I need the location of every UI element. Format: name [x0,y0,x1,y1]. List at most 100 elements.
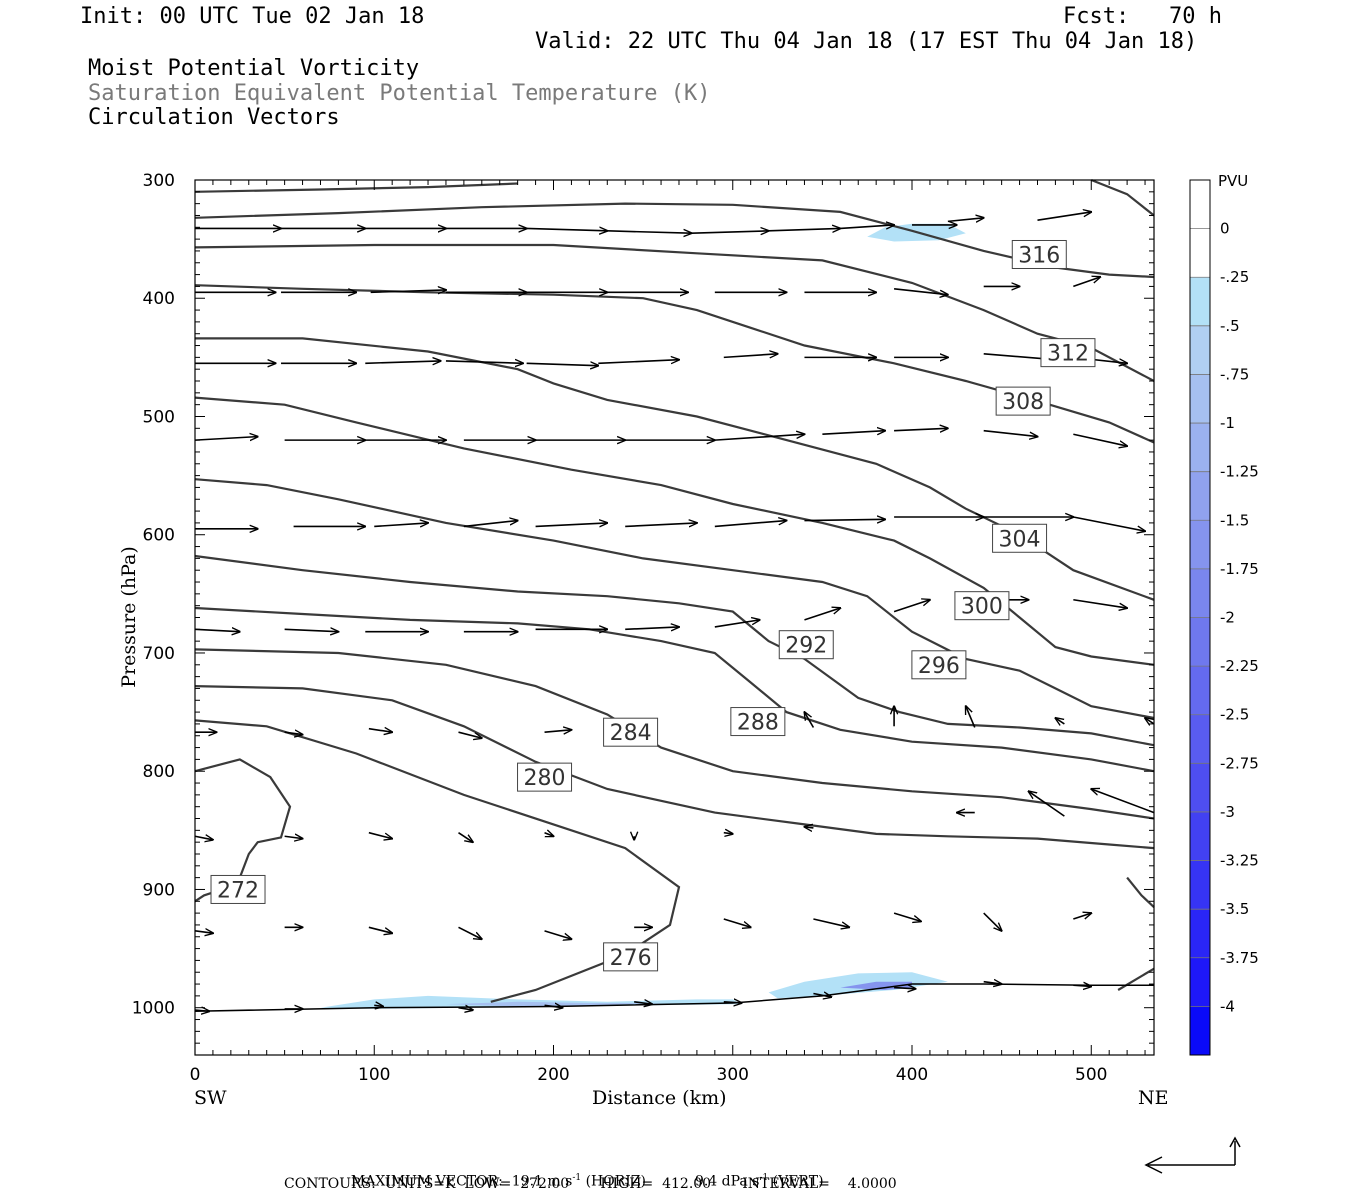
circulation-vector [804,712,815,728]
colorbar-segment [1190,520,1210,570]
contour-label-box [603,717,659,747]
colorbar-segment [1190,860,1210,910]
max-vert-unit: -1 [759,1173,769,1183]
circulation-vector [458,926,482,939]
circulation-vector [598,360,679,364]
colorbar-tick-label: -2.75 [1220,754,1259,772]
circulation-vector [813,994,831,998]
colorbar-tick-label: -2.25 [1220,657,1259,675]
circulation-vector [544,833,554,837]
circulation-vector [625,523,697,527]
contour-label-box [1040,338,1096,368]
y-tick-label: 800 [143,762,175,782]
y-tick-label: 1000 [132,999,175,1019]
colorbar-tick-label: -3 [1220,803,1235,821]
pv-shading-area [445,1001,662,1007]
circulation-vector [544,930,572,939]
colorbar-title: PVU [1218,172,1248,190]
plot-frame [194,179,1155,1056]
colorbar-tick-label: -4 [1220,997,1235,1015]
circulation-vector [893,287,948,295]
circulation-vector [1073,516,1145,531]
x-tick-label: 100 [358,1065,390,1085]
max-horiz-value: 19.1 m s [511,1173,573,1190]
circulation-vector [983,429,1038,437]
circulation-vector [368,831,392,839]
theta-es-contour-296 [194,478,1155,720]
circulation-vector [194,629,240,631]
circulation-vector [370,290,446,292]
circulation-vector [822,431,885,435]
colorbar-tick-label: -.25 [1220,268,1249,286]
contour-label-box [517,762,573,792]
contours-info: CONTOURS: UNITS=K LOW= 272.00 HIGH= 412.… [284,1176,897,1192]
circulation-vector [983,982,1002,984]
circulation-vector [284,732,303,734]
contour-label: 308 [1002,390,1044,415]
circulation-vector [894,988,916,989]
contour-label: 304 [999,527,1041,552]
contour-label: 284 [610,721,652,746]
y-tick-label: 700 [143,644,175,664]
circulation-vector [1073,913,1091,920]
contour-label-box [730,707,786,737]
contour-label-box [1011,239,1067,269]
colorbar-tick-label: -3.75 [1220,949,1259,967]
colorbar-segment [1190,568,1210,618]
circulation-vector [947,218,984,222]
contour-label-box [210,874,266,904]
colorbar-tick-label: -1.75 [1220,560,1259,578]
contour-label-box [992,523,1048,553]
circulation-vector [1091,789,1155,814]
title-vectors: Circulation Vectors [88,105,340,130]
forecast-hour: Fcst: 70 h [1063,4,1222,29]
circulation-vector [365,361,440,363]
circulation-vector [768,228,841,230]
colorbar-segment [1190,666,1210,716]
colorbar-segment [1190,617,1210,667]
colorbar-segment [1190,1006,1210,1056]
theta-es-contour-292 [194,554,1155,747]
max-vector-line: MAXIMUM VECTOR: 19.1 m s-1 (HORIZ) 9.4 d… [342,1157,824,1190]
circulation-vector [1145,718,1155,724]
y-axis-title: Pressure (hPa) [118,546,140,688]
colorbar-segment [1190,957,1210,1007]
colorbar-segment [1190,714,1210,764]
theta-es-contour-304 [195,337,1155,601]
contour-label: 280 [524,766,566,791]
circulation-vector [463,521,518,528]
max-horiz-unit: -1 [572,1173,582,1183]
theta-es-contour-316 [194,202,1155,279]
circulation-vector [194,437,258,441]
circulation-vector [374,1005,383,1006]
theta-es-contour-276 [194,719,681,1003]
colorbar-frame [1189,179,1211,1056]
circulation-vector [284,629,339,631]
circulation-vector [1055,718,1065,724]
theta-es-contour-280 [1126,876,1155,908]
circulation-vector [983,912,1002,931]
x-tick-label: 0 [190,1065,201,1085]
circulation-vector [368,729,392,733]
circulation-vector [284,836,303,838]
circulation-vector [723,354,778,358]
x-tick-label: 500 [1075,1065,1107,1085]
circulation-vector [723,833,733,834]
circulation-vector [1037,212,1091,221]
colorbar-tick-label: -1.5 [1220,511,1249,529]
y-tick-label: 300 [143,171,175,191]
colorbar-tick-label: -1.25 [1220,463,1259,481]
init-time: Init: 00 UTC Tue 02 Jan 18 [80,4,425,29]
circulation-vector [1073,433,1127,446]
colorbar-tick-label: -3.25 [1220,852,1259,870]
valid-time: Valid: 22 UTC Thu 04 Jan 18 (17 EST Thu … [535,29,1198,54]
contour-label: 276 [610,946,652,971]
circulation-vector [1073,985,1091,986]
circulation-vector [804,519,885,520]
colorbar-segment [1190,374,1210,424]
circulation-vector [893,600,930,613]
colorbar-tick-label: -3.5 [1220,900,1249,918]
x-axis-title: Distance (km) [592,1087,727,1109]
theta-es-contour-284 [194,648,1155,820]
